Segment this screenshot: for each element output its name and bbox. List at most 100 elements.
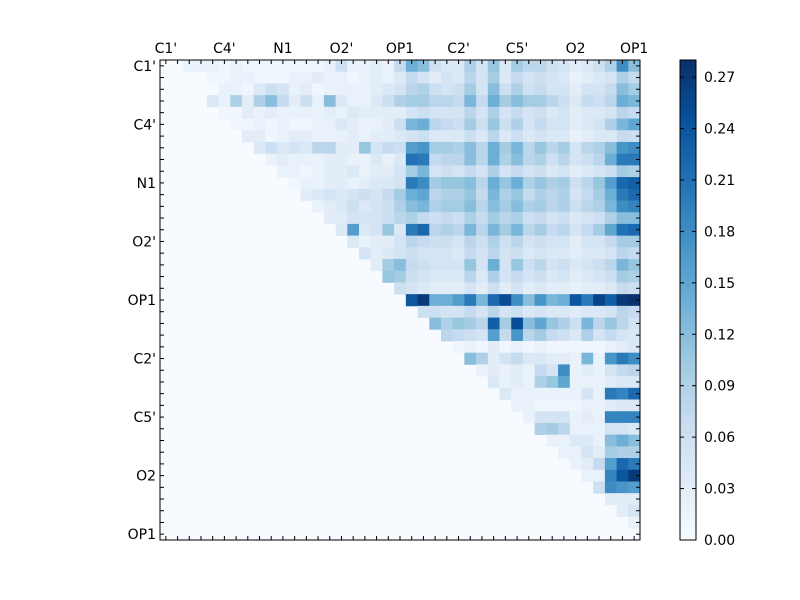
- heatmap-cell: [335, 212, 348, 225]
- heatmap-cell: [487, 317, 500, 330]
- heatmap-cell: [370, 153, 383, 166]
- heatmap-cell: [359, 118, 372, 131]
- heatmap-cell: [359, 235, 372, 248]
- heatmap-cell: [569, 434, 582, 447]
- heatmap-cell: [300, 95, 313, 108]
- heatmap-cell: [546, 411, 559, 424]
- heatmap-cell: [476, 259, 489, 272]
- heatmap-cell: [288, 71, 301, 84]
- heatmap-cell: [616, 399, 629, 412]
- y-tick-label: N1: [137, 176, 156, 192]
- heatmap-cell: [429, 118, 442, 131]
- heatmap-cell: [628, 212, 641, 225]
- heatmap-cell: [581, 387, 594, 400]
- heatmap-cell: [558, 106, 571, 119]
- heatmap-cell: [581, 376, 594, 389]
- heatmap-cell: [581, 422, 594, 436]
- heatmap-cell: [616, 270, 629, 283]
- heatmap-cell: [511, 165, 524, 178]
- heatmap-cell: [534, 60, 547, 73]
- heatmap-cell: [628, 329, 641, 342]
- heatmap-cell: [312, 200, 325, 213]
- heatmap-cell: [581, 153, 594, 166]
- heatmap-cell: [487, 130, 500, 143]
- heatmap-cell: [593, 130, 606, 143]
- heatmap-cell: [499, 282, 512, 295]
- heatmap-cell: [511, 270, 524, 283]
- heatmap-cell: [288, 106, 301, 119]
- heatmap-cell: [628, 270, 641, 283]
- heatmap-cell: [241, 83, 255, 96]
- heatmap-cell: [476, 352, 489, 365]
- heatmap-cell: [218, 106, 231, 119]
- heatmap-cell: [593, 165, 606, 178]
- heatmap-cell: [511, 223, 524, 237]
- heatmap-cell: [558, 95, 571, 108]
- heatmap-cell: [476, 165, 489, 178]
- heatmap-cell: [370, 106, 383, 119]
- heatmap-cell: [593, 71, 606, 84]
- heatmap-cell: [382, 177, 395, 190]
- heatmap-cell: [558, 282, 571, 295]
- heatmap-cell: [347, 83, 360, 96]
- heatmap-cell: [323, 212, 337, 225]
- heatmap-cell: [464, 118, 477, 131]
- heatmap-cell: [405, 118, 418, 131]
- heatmap-cell: [534, 317, 547, 330]
- heatmap-cell: [604, 317, 617, 330]
- heatmap-cell: [581, 130, 594, 143]
- heatmap-cell: [440, 118, 454, 131]
- heatmap-cell: [440, 141, 454, 155]
- heatmap-cell: [534, 188, 547, 201]
- heatmap-cell: [429, 83, 442, 96]
- heatmap-cell: [628, 165, 641, 178]
- heatmap-cell: [593, 434, 606, 447]
- heatmap-cell: [581, 165, 594, 178]
- heatmap-cell: [558, 387, 571, 400]
- heatmap-cell: [277, 95, 290, 108]
- heatmap-cell: [405, 259, 418, 272]
- heatmap-cell: [487, 294, 500, 307]
- heatmap-cell: [429, 95, 442, 108]
- heatmap-cell: [522, 317, 536, 330]
- heatmap-cell: [405, 223, 418, 237]
- heatmap-cell: [511, 83, 524, 96]
- heatmap-cell: [464, 329, 477, 342]
- heatmap-cell: [347, 235, 360, 248]
- heatmap-cell: [534, 422, 547, 436]
- heatmap-cell: [487, 95, 500, 108]
- heatmap-cell: [522, 95, 536, 108]
- heatmap-cell: [569, 340, 582, 354]
- heatmap-cell: [323, 71, 337, 84]
- heatmap-cell: [335, 165, 348, 178]
- heatmap-cell: [487, 282, 500, 295]
- heatmap-cell: [312, 153, 325, 166]
- heatmap-cell: [370, 165, 383, 178]
- heatmap-cell: [558, 60, 571, 73]
- heatmap-cell: [534, 329, 547, 342]
- heatmap-cell: [628, 387, 641, 400]
- heatmap-cell: [511, 188, 524, 201]
- heatmap-cell: [476, 141, 489, 155]
- heatmap-cell: [417, 106, 430, 119]
- heatmap-cell: [558, 352, 571, 365]
- heatmap-cell: [628, 60, 641, 73]
- heatmap-cell: [593, 340, 606, 354]
- heatmap-cell: [405, 188, 418, 201]
- heatmap-cell: [558, 399, 571, 412]
- heatmap-cell: [206, 95, 219, 108]
- heatmap-cell: [417, 60, 430, 73]
- heatmap-cell: [628, 95, 641, 108]
- heatmap-cell: [241, 118, 255, 131]
- heatmap-cell: [628, 294, 641, 307]
- heatmap-cell: [288, 118, 301, 131]
- heatmap-cell: [335, 130, 348, 143]
- heatmap-cell: [522, 60, 536, 73]
- heatmap-cell: [534, 223, 547, 237]
- heatmap-cell: [616, 83, 629, 96]
- heatmap-cell: [440, 83, 454, 96]
- heatmap-cell: [569, 329, 582, 342]
- heatmap-cell: [417, 153, 430, 166]
- heatmap-cell: [616, 446, 629, 459]
- heatmap-cell: [558, 153, 571, 166]
